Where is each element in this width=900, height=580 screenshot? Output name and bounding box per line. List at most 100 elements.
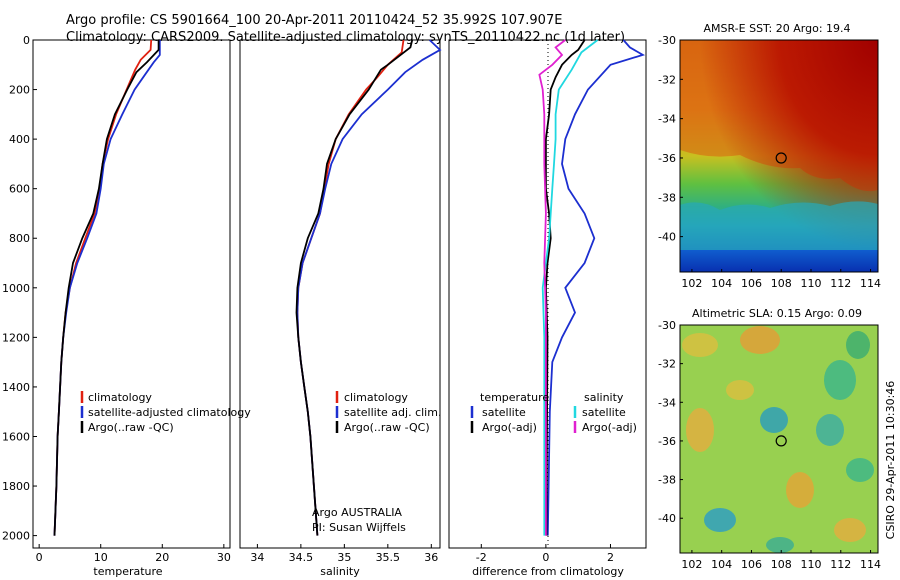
y-tick-label-1: -32 (658, 358, 676, 371)
sla-map-panel: Altimetric SLA: 0.15 Argo: 0.09 -30-32-3… (658, 307, 881, 571)
x-tick-label-2: 106 (741, 558, 762, 571)
legend-label-argo: Argo(..raw -QC) (88, 421, 174, 434)
y-tick-label-3: 600 (9, 183, 30, 196)
x-tick-label-0: 102 (681, 558, 702, 571)
y-tick-label-6: 1200 (2, 331, 30, 344)
legend-label-argo: Argo(..raw -QC) (344, 421, 430, 434)
series-line-2 (53, 40, 160, 536)
x-axis-ticks: 102 104 106 108 110 112 114 (681, 550, 881, 571)
y-tick-label-4: -38 (658, 191, 676, 204)
legend-label-sal-argo: Argo(-adj) (582, 421, 637, 434)
x-tick-label-0: 102 (681, 277, 702, 290)
y-tick-label-4: -38 (658, 474, 676, 487)
difference-panel: -2 0 2 difference from climatology tempera… (448, 39, 647, 578)
legend: climatology satellite-adjusted climatolo… (80, 391, 251, 434)
legend: temperature salinity satellite Argo(-adj… (470, 391, 637, 434)
series-line-2 (541, 39, 599, 536)
x-axis-label: difference from climatology (472, 565, 624, 578)
y-tick-label-3: -36 (658, 435, 676, 448)
y-tick-label-1: 200 (9, 84, 30, 97)
footer-timestamp: CSIRO 29-Apr-2011 10:30:46 (884, 381, 897, 540)
x-axis-ticks: 0 10 20 30 (36, 544, 231, 564)
figure-header: Argo profile: CS 5901664_100 20-Apr-2011… (66, 12, 625, 46)
y-axis-ticks: 0 200 400 600 800 1000 1200 1400 1600 1800 2000 (2, 34, 37, 543)
y-axis-ticks: -30 -32 -34 -36 -38 -40 (658, 34, 683, 244)
series-layer (538, 39, 646, 536)
x-tick-label-2: 20 (155, 551, 169, 564)
y-tick-label-5: -40 (658, 231, 676, 244)
x-tick-label-3: 35.5 (376, 551, 401, 564)
profile-title: Argo profile: CS 5901664_100 20-Apr-2011… (66, 13, 563, 28)
series-layer (53, 39, 161, 536)
x-tick-label-2: 2 (607, 551, 614, 564)
argo-position-marker (775, 152, 787, 164)
x-axis-ticks: -2 0 2 (476, 544, 614, 564)
y-tick-label-0: 0 (23, 34, 30, 47)
y-tick-label-5: -40 (658, 512, 676, 525)
x-axis-label: salinity (320, 565, 360, 578)
y-tick-label-7: 1400 (2, 381, 30, 394)
y-tick-label-0: -30 (658, 34, 676, 47)
climatology-title: Climatology: CARS2009. Satellite-adjuste… (66, 30, 626, 45)
sst-cool-band (680, 201, 878, 250)
y-tick-label-1: -32 (658, 73, 676, 86)
annotation-line-1: Argo AUSTRALIA (312, 506, 402, 519)
plot-frame (679, 324, 879, 554)
map-title: Altimetric SLA: 0.15 Argo: 0.09 (692, 307, 862, 320)
x-tick-label-3: 108 (771, 558, 792, 571)
legend-label-climatology: climatology (344, 391, 408, 404)
x-tick-label-1: 10 (94, 551, 108, 564)
plot-frame (32, 39, 231, 549)
x-tick-label-3: 108 (771, 277, 792, 290)
x-tick-label-6: 114 (860, 558, 881, 571)
x-tick-label-0: 0 (36, 551, 43, 564)
series-line-1 (296, 39, 442, 536)
x-tick-label-1: 0 (542, 551, 549, 564)
series-line-3 (538, 39, 566, 536)
y-tick-label-0: -30 (658, 319, 676, 332)
series-line-0 (546, 39, 646, 536)
y-tick-label-3: -36 (658, 152, 676, 165)
y-axis-ticks: -30 -32 -34 -36 -38 -40 (658, 319, 683, 525)
sla-anomaly-blobs (682, 326, 874, 553)
plot-frame (679, 39, 879, 273)
series-line-2 (295, 39, 414, 536)
x-tick-label-4: 36 (424, 551, 438, 564)
x-tick-label-5: 112 (830, 558, 851, 571)
legend-title-temperature: temperature (480, 391, 549, 404)
annotation-line-2: PI: Susan Wijffels (312, 521, 406, 534)
legend: climatology satellite adj. clim. Argo(..… (335, 391, 441, 434)
sst-map-panel: AMSR-E SST: 20 Argo: 19.4 -30-32-34-36-3… (658, 22, 881, 290)
x-tick-label-1: 104 (711, 558, 732, 571)
legend-label-climatology: climatology (88, 391, 152, 404)
x-tick-label-2: 35 (337, 551, 351, 564)
x-axis-ticks: 34 34.5 35 35.5 36 (250, 544, 438, 564)
x-tick-label-1: 34.5 (289, 551, 314, 564)
map-title: AMSR-E SST: 20 Argo: 19.4 (703, 22, 850, 35)
x-tick-label-0: -2 (476, 551, 487, 564)
x-axis-ticks: 102 104 106 108 110 112 114 (681, 269, 881, 290)
plot-frame (239, 39, 441, 549)
salinity-panel: 34 34.5 35 35.5 36 salinity climatology sate… (239, 39, 442, 578)
y-tick-label-9: 1800 (2, 480, 30, 493)
y-tick-label-5: 1000 (2, 282, 30, 295)
y-tick-label-2: -34 (658, 396, 676, 409)
series-line-1 (53, 40, 161, 536)
legend-label-satellite: satellite adj. clim. (344, 406, 441, 419)
x-tick-label-6: 114 (860, 277, 881, 290)
y-tick-label-4: 800 (9, 232, 30, 245)
y-tick-label-10: 2000 (2, 530, 30, 543)
argo-position-marker (775, 435, 787, 447)
x-tick-label-4: 110 (801, 277, 822, 290)
x-tick-label-2: 106 (741, 277, 762, 290)
legend-label-sal-satellite: satellite (582, 406, 626, 419)
legend-label-satellite: satellite-adjusted climatology (88, 406, 251, 419)
legend-label-temp-satellite: satellite (482, 406, 526, 419)
legend-label-temp-argo: Argo(-adj) (482, 421, 537, 434)
x-tick-label-1: 104 (711, 277, 732, 290)
y-tick-label-2: -34 (658, 113, 676, 126)
legend-title-salinity: salinity (584, 391, 624, 404)
x-tick-label-0: 34 (250, 551, 264, 564)
x-axis-label: temperature (93, 565, 162, 578)
